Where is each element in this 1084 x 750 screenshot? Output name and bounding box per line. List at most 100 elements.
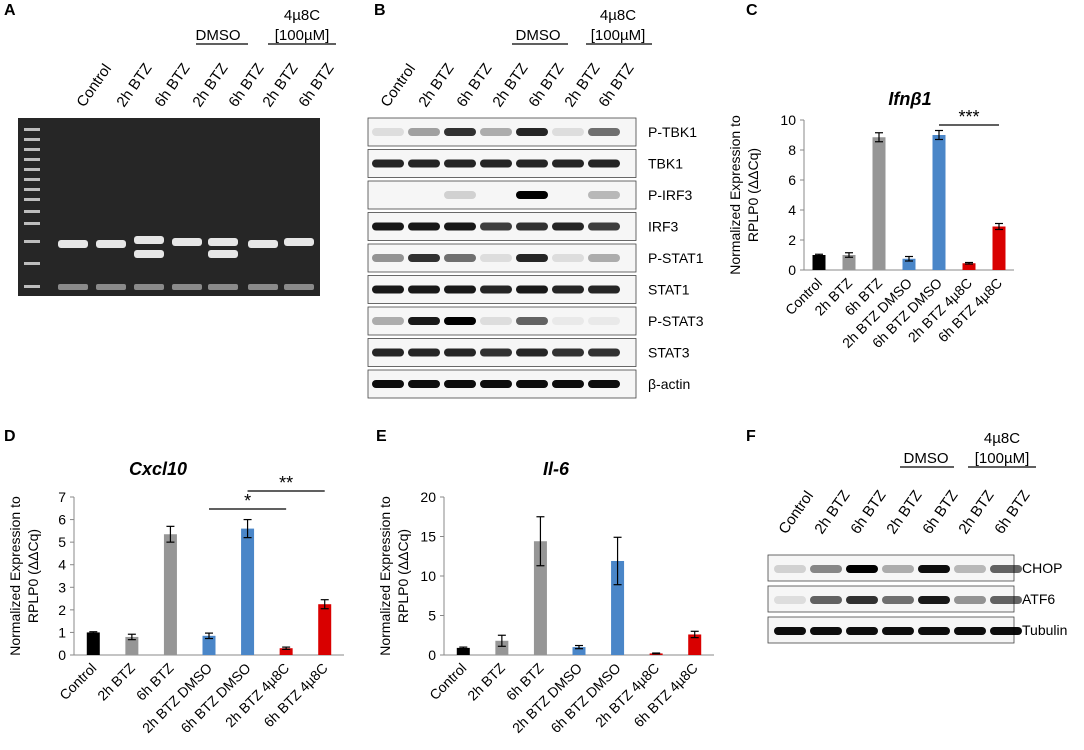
bar: [872, 137, 886, 270]
ladder-band: [24, 262, 40, 265]
blot-band: [588, 254, 620, 262]
blot-band: [990, 565, 1022, 573]
blot-strip: [367, 180, 637, 210]
bar: [163, 534, 177, 655]
blot-band: [480, 159, 512, 168]
blot-band: [408, 159, 440, 168]
x-tick-label: Control: [56, 660, 99, 703]
blot-label-4: P-STAT1: [648, 250, 704, 266]
blot-label-1: TBK1: [648, 156, 683, 172]
lane-label: 2h BTZ: [189, 60, 231, 110]
y-axis-label-line1: Normalized Expression to: [7, 496, 23, 656]
y-tick-label: 5: [58, 534, 66, 550]
gel-band: [208, 250, 238, 258]
blot-band: [552, 348, 584, 357]
lane-label: 6h BTZ: [595, 60, 637, 110]
gel-band: [134, 250, 164, 258]
blot-band: [552, 128, 584, 136]
blot-band: [372, 317, 404, 325]
blot-band: [774, 596, 806, 604]
bar: [125, 636, 139, 655]
blot-band: [480, 317, 512, 325]
blot-band: [444, 254, 476, 262]
lane-label: 6h BTZ: [525, 60, 567, 110]
blot-band: [588, 380, 620, 388]
y-tick-label: 1: [58, 624, 66, 640]
gel-band-low: [284, 284, 314, 290]
blot-band: [408, 317, 440, 325]
blot-band: [588, 285, 620, 294]
y-tick-label: 2: [58, 602, 66, 618]
blot-label-6: P-STAT3: [648, 313, 704, 329]
blot-band: [480, 254, 512, 262]
panel-letter-b: B: [374, 2, 386, 19]
gel-band: [284, 238, 314, 246]
blot-label-0: P-TBK1: [648, 124, 697, 140]
blot-band: [774, 627, 806, 635]
group-label-inhibitor: 4µ8C: [984, 430, 1020, 447]
gel-band: [134, 236, 164, 244]
y-tick-label: 15: [420, 529, 436, 545]
gel-band-low: [208, 284, 238, 290]
lane-label: 6h BTZ: [453, 60, 495, 110]
blot-band: [918, 565, 950, 573]
panel-letter-c: C: [746, 2, 758, 19]
lane-label: 2h BTZ: [113, 60, 155, 110]
ladder-band: [24, 188, 40, 191]
group-label-inhibitor: 4µ8C: [600, 7, 636, 24]
blot-band: [480, 222, 512, 231]
y-tick-label: 20: [420, 489, 436, 505]
y-axis-label-line2: RPLP0 (ΔΔCq): [745, 148, 761, 242]
blot-band: [444, 380, 476, 388]
y-tick-label: 10: [780, 112, 796, 128]
y-tick-label: 6: [58, 512, 66, 528]
blot-band: [480, 380, 512, 388]
panel-letter-f: F: [746, 428, 756, 445]
bar: [279, 648, 293, 655]
blot-band: [552, 254, 584, 262]
blot-band: [444, 348, 476, 357]
blot-label-f-1: ATF6: [1022, 591, 1055, 607]
lane-label: 2h BTZ: [811, 487, 853, 537]
y-tick-label: 4: [58, 557, 66, 573]
y-tick-label: 6: [788, 172, 796, 188]
bar: [495, 640, 509, 655]
bar: [902, 258, 916, 270]
blot-band: [990, 627, 1022, 635]
y-axis-label-line1: Normalized Expression to: [727, 115, 743, 275]
chart-title: Il-6: [543, 459, 570, 479]
blot-band: [516, 285, 548, 294]
ladder-band: [24, 210, 40, 213]
blot-band: [408, 380, 440, 388]
y-tick-label: 4: [788, 202, 796, 218]
blot-band: [810, 565, 842, 573]
bar: [842, 255, 856, 270]
blot-band: [516, 128, 548, 136]
blot-band: [588, 191, 620, 199]
blot-band: [588, 128, 620, 136]
blot-band: [990, 596, 1022, 604]
y-tick-label: 2: [788, 232, 796, 248]
panel-letter-d: D: [4, 428, 16, 445]
blot-band: [372, 254, 404, 262]
chart-title: Ifnβ1: [888, 89, 931, 109]
blot-label-2: P-IRF3: [648, 187, 693, 203]
gel-band-low: [58, 284, 88, 290]
lane-label: 2h BTZ: [883, 487, 925, 537]
blot-label-7: STAT3: [648, 345, 690, 361]
bar: [202, 635, 216, 655]
blot-band: [516, 380, 548, 388]
y-axis-label-line1: Normalized Expression to: [377, 496, 393, 656]
y-tick-label: 0: [428, 647, 436, 663]
blot-band: [954, 596, 986, 604]
ladder-band: [24, 138, 40, 141]
ladder-band: [24, 168, 40, 171]
lane-label: 2h BTZ: [955, 487, 997, 537]
ladder-band: [24, 128, 40, 131]
blot-label-f-0: CHOP: [1022, 560, 1062, 576]
bar: [962, 263, 976, 270]
blot-label-5: STAT1: [648, 282, 690, 298]
ladder-band: [24, 178, 40, 181]
blot-band: [480, 348, 512, 357]
